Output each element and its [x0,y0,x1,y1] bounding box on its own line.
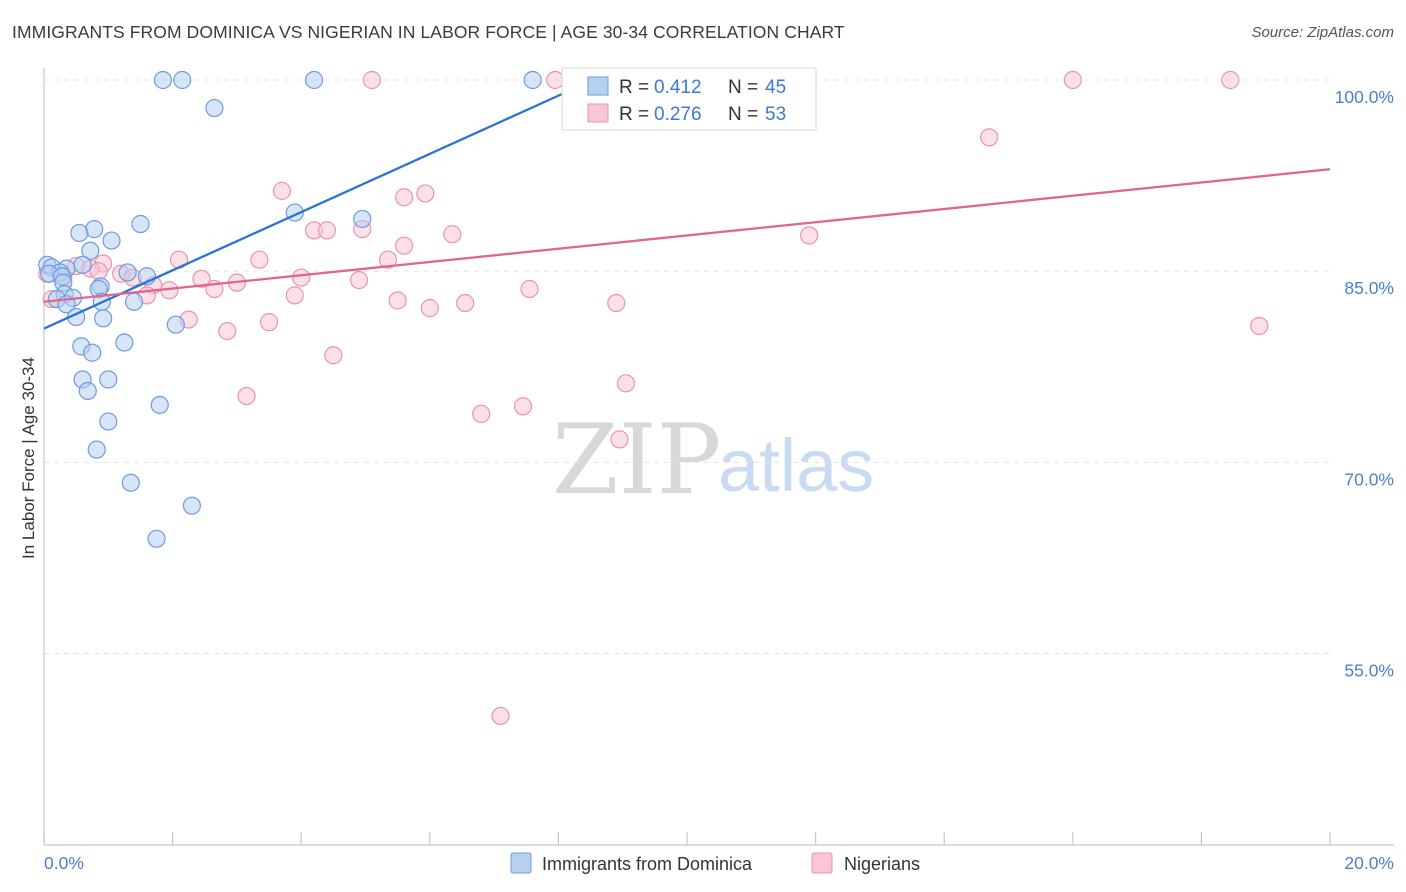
dominica-point-40 [99,412,118,431]
legend-swatch-dominica [587,76,609,96]
nigerians-point-53 [491,706,510,726]
dominica-point-2 [304,70,324,90]
nigerians-point-18 [250,250,269,269]
stats-legend: R = 0.412 N = 45 R = 0.276 N = 53 [561,67,817,131]
nigerians-point-42 [420,299,439,318]
dominica-point-44 [147,529,166,548]
nigerians-point-49 [237,386,256,406]
nigerians-point-9 [416,184,435,203]
dominica-point-15 [73,255,92,274]
watermark-atlas: atlas [718,424,874,507]
dominica-point-9 [70,223,89,243]
dominica-point-37 [99,370,118,389]
nigerians-point-40 [456,293,475,313]
nigerians-point-12 [317,221,337,240]
series-legend-swatch-dominica [510,852,532,874]
dominica-point-6 [353,209,372,229]
nigerians-point-0 [362,70,382,90]
nigerians-point-44 [259,313,279,332]
dominica-point-19 [118,263,137,282]
nigerians-point-46 [1250,316,1269,336]
legend-n-label-nigerians: N = [728,104,758,125]
nigerians-points [38,70,1269,726]
dominica-point-7 [131,214,150,234]
nigerians-point-41 [607,293,626,313]
nigerians-point-10 [394,188,414,207]
nigerians-point-28 [292,268,311,287]
dominica-point-4 [205,98,224,118]
dominica-point-35 [83,343,102,362]
legend-r-label-nigerians: R = [619,104,649,125]
x-tick-label-max: 20.0% [1344,853,1394,873]
source-credit: Source: ZipAtlas.com [1251,24,1394,41]
grid-lines [44,79,1330,654]
y-tick-label-85: 85.0% [1344,278,1394,298]
legend-n-label-dominica: N = [728,77,758,98]
nigerians-point-7 [980,128,999,147]
x-tick-label-min: 0.0% [44,853,84,873]
y-tick-label-55: 55.0% [1344,661,1394,681]
dominica-points [38,70,542,548]
x-tick-marks [43,832,1331,845]
y-axis-label: In Labor Force | Age 30-34 [19,357,38,559]
dominica-point-32 [166,315,185,334]
nigerians-point-29 [192,269,211,288]
legend-swatch-nigerians [587,103,609,123]
series-legend-label-dominica: Immigrants from Dominica [542,854,753,874]
nigerians-point-14 [443,225,462,244]
nigerians-point-30 [349,270,369,290]
y-tick-label-100: 100.0% [1335,87,1394,107]
dominica-point-0 [153,70,173,90]
legend-r-label-dominica: R = [619,77,649,98]
series-legend-swatch-nigerians [811,852,833,874]
nigerians-point-16 [394,236,414,255]
nigerians-point-52 [610,430,629,449]
dominica-point-3 [523,70,542,90]
y-tick-label-70: 70.0% [1344,469,1394,489]
dominica-point-42 [121,473,140,492]
nigerians-point-8 [272,181,292,200]
nigerians-point-47 [324,346,343,365]
series-legend: Immigrants from Dominica Nigerians [510,852,920,874]
legend-r-value-nigerians: 0.276 [654,104,702,125]
dominica-point-10 [102,231,121,250]
nigerians-point-39 [388,291,407,310]
nigerians-point-15 [800,226,819,245]
nigerians-point-36 [285,286,304,305]
dominica-point-33 [115,333,134,352]
y-tick-labels: 100.0% 85.0% 70.0% 55.0% [1335,87,1394,681]
nigerians-point-19 [378,250,398,269]
dominica-point-1 [173,70,192,90]
nigerians-point-1 [546,70,565,90]
legend-n-value-dominica: 45 [765,77,786,98]
legend-r-value-dominica: 0.412 [654,77,702,98]
trend-lines [43,91,1331,330]
nigerians-point-51 [472,404,491,424]
chart-title: IMMIGRANTS FROM DOMINICA VS NIGERIAN IN … [12,22,845,42]
dominica-trend-line [43,91,566,330]
dominica-point-38 [78,381,97,401]
dominica-point-43 [182,496,201,515]
dominica-point-41 [87,440,106,459]
nigerians-point-48 [616,374,636,393]
legend-n-value-nigerians: 53 [765,104,786,125]
dominica-point-30 [94,309,113,328]
dominica-point-29 [124,292,144,311]
axes [43,68,1394,846]
watermark-zip: ZIP [552,404,721,516]
nigerians-point-6 [1221,70,1240,90]
series-legend-label-nigerians: Nigerians [844,854,920,874]
nigerians-point-5 [1063,70,1082,90]
dominica-point-11 [81,241,100,260]
nigerians-point-23 [89,262,108,281]
nigerians-point-45 [218,321,237,341]
nigerians-point-50 [513,397,533,416]
dominica-point-39 [150,395,169,415]
nigerians-trend-line [43,168,1331,303]
nigerians-point-37 [520,279,539,299]
